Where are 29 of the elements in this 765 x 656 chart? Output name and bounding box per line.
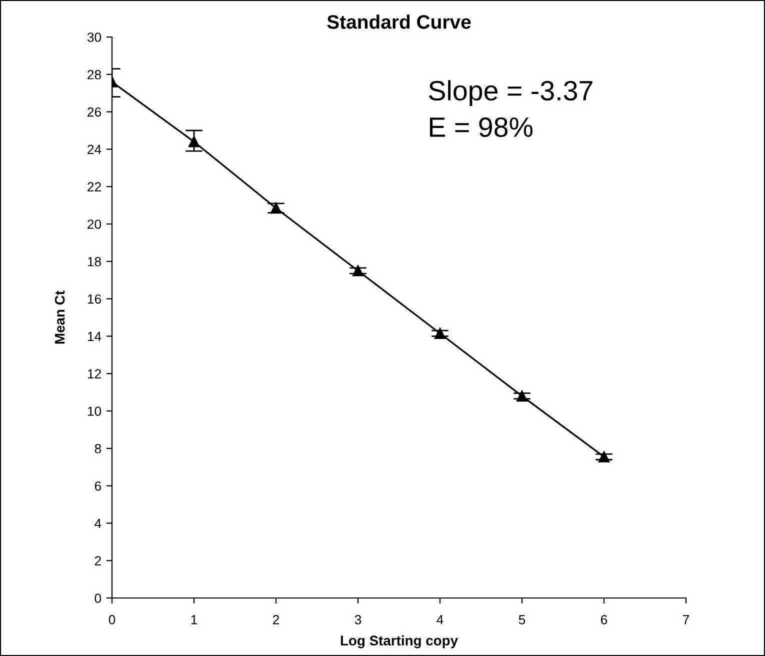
x-tick-label: 5 — [518, 615, 526, 624]
x-axis-title: Log Starting copy — [340, 635, 458, 648]
y-tick-label: 2 — [94, 556, 101, 566]
y-tick-label: 0 — [94, 594, 102, 603]
y-axis-title: Mean Ct — [54, 290, 65, 344]
x-tick-label: 0 — [108, 615, 116, 624]
y-tick-label: 10 — [88, 406, 102, 416]
y-tick-label: 30 — [87, 32, 102, 42]
y-tick-label: 22 — [88, 182, 101, 192]
x-tick-label: 1 — [191, 615, 198, 624]
y-tick-label: 12 — [88, 369, 101, 378]
x-tick-label: 4 — [436, 615, 444, 624]
annotation: Slope = -3.37 — [428, 80, 592, 106]
x-tick-label: 2 — [272, 615, 280, 624]
y-tick-label: 16 — [88, 294, 102, 304]
y-tick-label: 28 — [88, 70, 102, 80]
y-tick-label: 8 — [94, 444, 102, 454]
y-tick-label: 26 — [88, 107, 102, 117]
y-tick-label: 24 — [88, 144, 102, 154]
x-tick-label: 6 — [601, 615, 608, 624]
chart-title: Standard Curve — [327, 14, 471, 29]
x-tick-label: 7 — [683, 615, 690, 624]
annotation: E = 98% — [430, 117, 532, 138]
y-tick-label: 14 — [88, 332, 102, 341]
y-tick-label: 20 — [88, 220, 102, 229]
y-tick-label: 6 — [94, 481, 102, 491]
y-tick-label: 4 — [94, 518, 102, 528]
y-tick-label: 18 — [88, 256, 102, 266]
x-tick-label: 3 — [354, 615, 362, 624]
